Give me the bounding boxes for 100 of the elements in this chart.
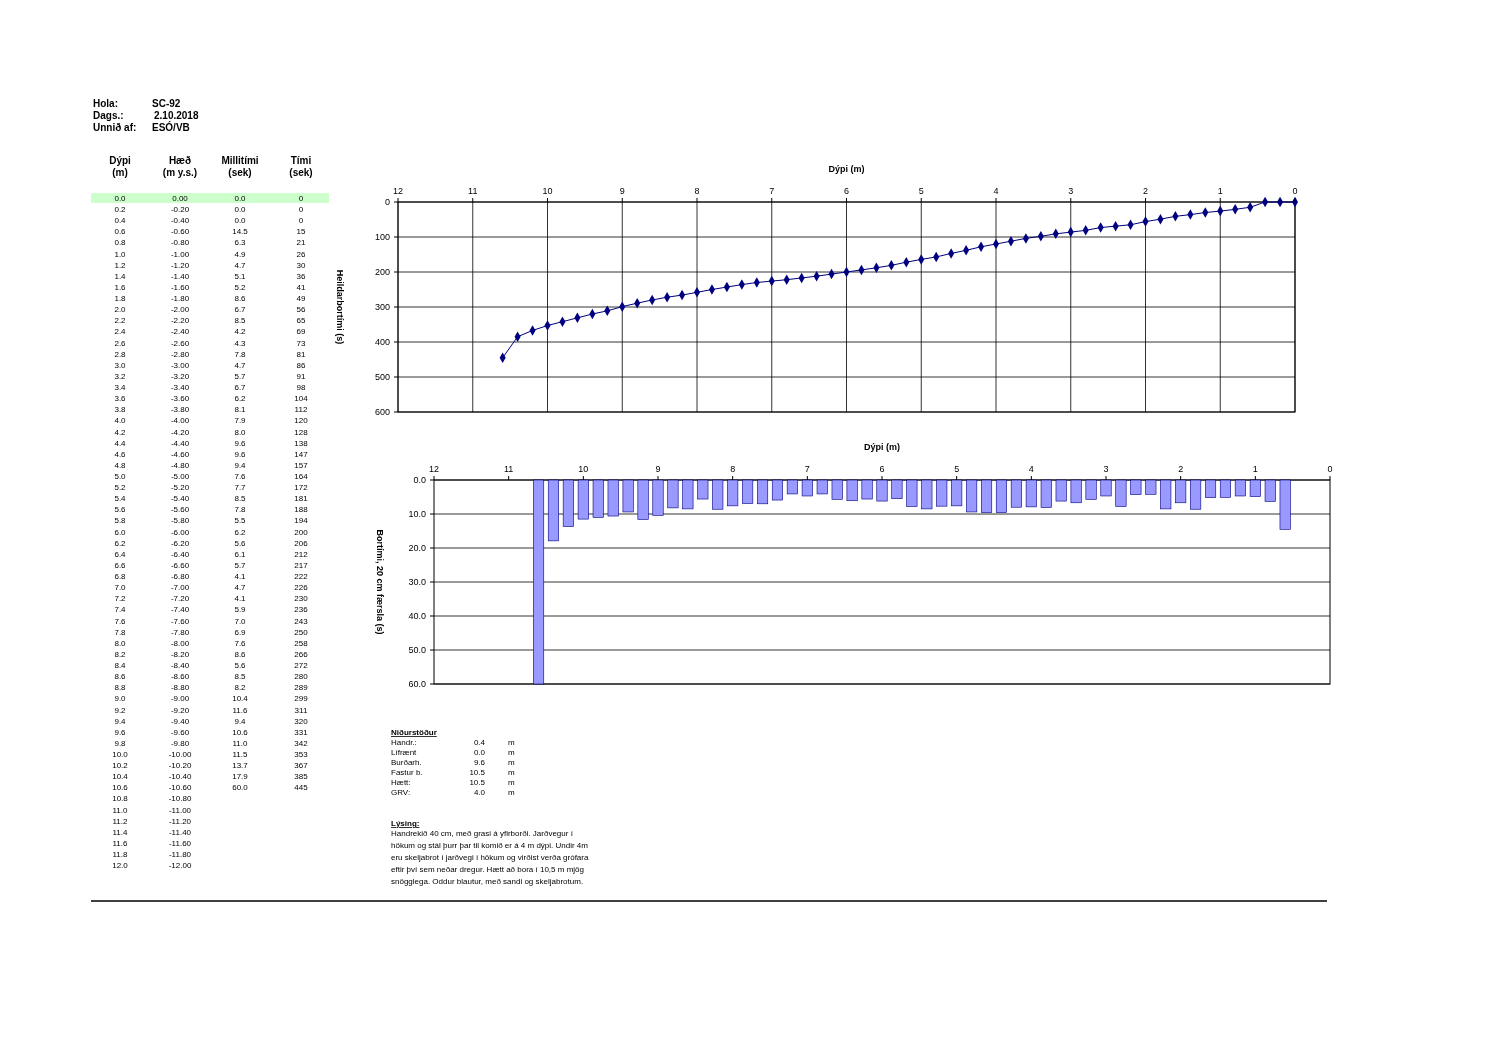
text: -9.00 <box>170 694 190 704</box>
text: -11.80 <box>168 850 192 860</box>
x-tick-label: 11 <box>468 186 478 196</box>
text: 8.8 <box>114 683 126 693</box>
text: 3.8 <box>114 405 126 415</box>
text: -3.80 <box>170 405 190 415</box>
y-tick-label: 30.0 <box>408 577 426 587</box>
text: Dags.: 2.10.2018 <box>93 110 199 121</box>
text: 8.5 <box>234 672 246 682</box>
x-tick-label: 7 <box>769 186 775 196</box>
x-tick-label: 3 <box>1103 464 1109 474</box>
text: 2.0 <box>114 305 126 315</box>
text: -7.20 <box>170 594 190 604</box>
text: -9.20 <box>170 705 190 715</box>
text: -1.60 <box>170 282 190 292</box>
text: 5.4 <box>114 494 126 504</box>
y-tick-label: 0.0 <box>413 475 426 485</box>
bar <box>1040 479 1052 508</box>
text: -11.00 <box>168 805 192 815</box>
text: 194 <box>294 516 308 526</box>
text: 6.1 <box>234 549 246 559</box>
text: -6.20 <box>170 538 190 548</box>
x-tick-label: 12 <box>392 186 404 196</box>
text: 4.3 <box>234 338 246 348</box>
text: 367 <box>294 761 308 771</box>
text: -9.60 <box>170 727 190 737</box>
text: -2.40 <box>170 327 190 337</box>
bar <box>562 479 574 527</box>
bar <box>1205 479 1217 498</box>
text: 445 <box>294 783 308 793</box>
text: 9.4 <box>114 716 126 726</box>
text: -1.00 <box>170 249 190 259</box>
text: -1.20 <box>170 260 190 270</box>
text: -5.40 <box>170 494 190 504</box>
text: 311 <box>294 705 308 715</box>
text: 7.4 <box>114 605 126 615</box>
y-axis-title: Heildarbortími (s) <box>335 269 345 345</box>
text: -8.60 <box>170 672 190 682</box>
bar <box>577 479 589 520</box>
text: -8.80 <box>170 683 190 693</box>
text: -2.00 <box>170 305 190 315</box>
text: 112 <box>294 405 308 415</box>
text: -7.40 <box>170 605 190 615</box>
text: 128 <box>294 427 308 437</box>
text: 385 <box>294 772 308 782</box>
text: 4.9 <box>234 249 246 259</box>
text: 11.8 <box>112 850 128 860</box>
category-label: Dýpi (m) <box>109 155 132 178</box>
bar <box>1190 479 1202 510</box>
text: 250 <box>294 627 308 637</box>
text: -6.60 <box>170 560 190 570</box>
text: Handrekið 40 cm, með grasi á yfirborði. Jarðvegur í hökum og stál þurr þar til komið er á 4 m dýpi. Undir 4m eru skeljabrot í jarðvegi í hökum og virðist verða grófara eftir því sem neðar dregur. Hætt að bora í 10,5 m mjög snögglega. Oddur blautur, með sandi og skeljabrotum. <box>391 829 589 886</box>
x-tick-label: 7 <box>804 464 810 474</box>
x-tick-label: 12 <box>428 464 440 474</box>
text: 10.0 <box>112 750 128 759</box>
text: 11.2 <box>112 816 128 826</box>
y-tick-label: 500 <box>374 372 390 382</box>
text: 4.0 <box>114 416 126 426</box>
text: 258 <box>294 638 308 648</box>
bar <box>712 479 724 510</box>
text: 331 <box>294 727 308 737</box>
x-tick-label: 1 <box>1252 464 1258 474</box>
text: Unnið af: ESÓ/VB <box>93 122 190 133</box>
point <box>693 287 701 298</box>
text: 236 <box>294 605 308 615</box>
text: 1.8 <box>114 294 126 304</box>
text: 6.7 <box>234 383 246 393</box>
text: -8.00 <box>170 638 190 648</box>
x-axis-title: Dýpi (m) <box>828 164 865 174</box>
text: 8.6 <box>234 649 246 659</box>
bar <box>995 479 1007 513</box>
y-axis-title: Bortími, 20 cm færsla (s) <box>375 529 385 635</box>
text: -8.40 <box>170 661 190 671</box>
text: 11.6 <box>232 705 248 715</box>
text: Fastur b. 10.5 m <box>391 768 515 777</box>
text: 272 <box>294 661 308 671</box>
text: 1.6 <box>114 282 126 292</box>
text: 5.7 <box>234 560 246 570</box>
text: Lýsing: <box>391 819 420 828</box>
bar <box>637 479 649 520</box>
text: 0.0 <box>114 194 126 203</box>
text: -4.60 <box>170 449 190 459</box>
text: -4.40 <box>170 438 190 448</box>
text: 26 <box>296 249 306 259</box>
text: -2.60 <box>170 338 190 348</box>
text: 7.9 <box>234 416 246 426</box>
text: -0.80 <box>170 238 190 248</box>
bar <box>891 479 903 499</box>
text: 11.6 <box>112 838 128 848</box>
text: 5.7 <box>234 371 246 381</box>
text: 7.2 <box>114 594 126 604</box>
text: 212 <box>294 549 308 559</box>
x-tick-label: 0 <box>1327 464 1333 474</box>
bar <box>1234 479 1246 497</box>
text: 8.0 <box>114 638 126 648</box>
text: 280 <box>294 672 308 682</box>
text: 3.4 <box>114 383 126 393</box>
text: 12.0 <box>112 861 128 871</box>
text: 60.0 <box>232 783 248 793</box>
text: 4.6 <box>114 449 126 459</box>
